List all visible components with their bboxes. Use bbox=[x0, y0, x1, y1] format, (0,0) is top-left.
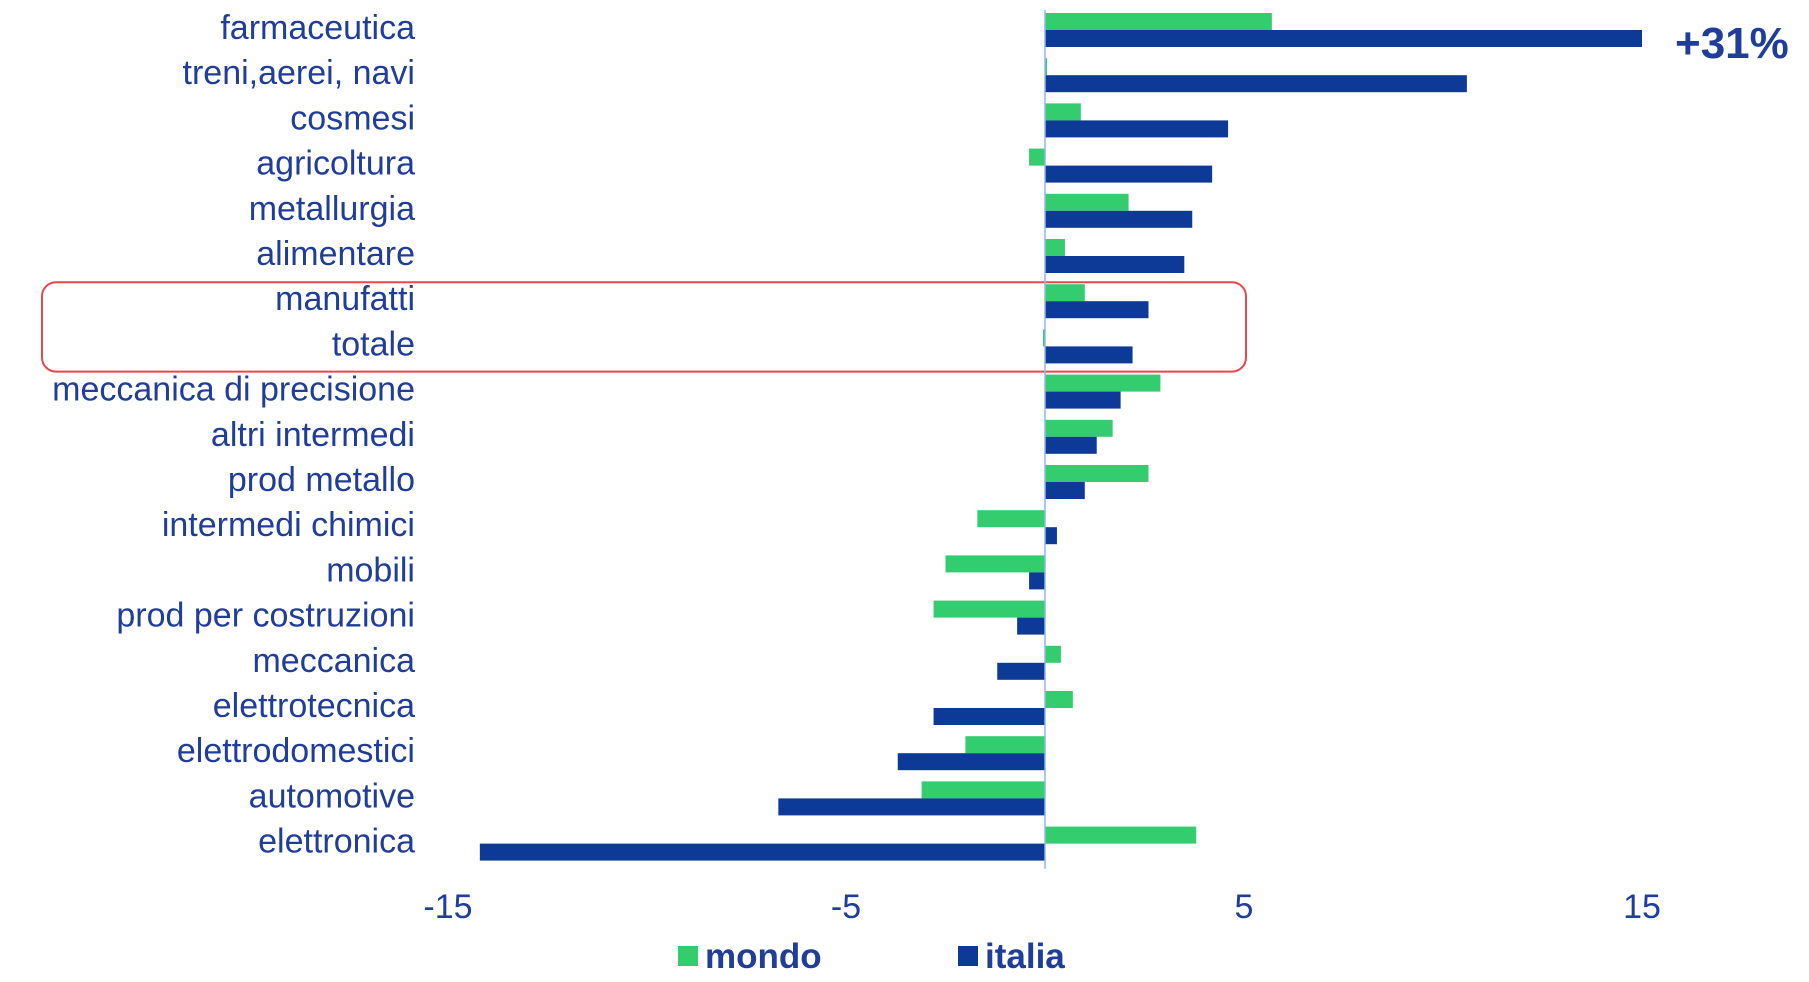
legend-label-mondo: mondo bbox=[705, 937, 822, 976]
bar-italia-elettrotecnica bbox=[933, 708, 1045, 725]
bar-italia-meccanica-di-precisione bbox=[1045, 391, 1121, 409]
bar-italia-elettrodomestici bbox=[897, 753, 1045, 771]
category-label-automotive: automotive bbox=[249, 777, 415, 815]
bar-italia-alimentare bbox=[1045, 256, 1185, 273]
x-tick-label: 5 bbox=[1235, 888, 1254, 926]
category-label-manufatti: manufatti bbox=[275, 280, 415, 318]
category-label-elettronica: elettronica bbox=[258, 823, 415, 861]
category-label-treni-aerei-navi: treni,aerei, navi bbox=[183, 54, 415, 92]
bar-mondo-alimentare bbox=[1045, 239, 1065, 256]
bar-mondo-prod-metallo bbox=[1045, 465, 1149, 482]
bar-mondo-meccanica-di-precisione bbox=[1045, 374, 1161, 392]
bar-italia-mobili bbox=[1029, 572, 1045, 590]
legend: mondo italia bbox=[678, 937, 1065, 976]
category-label-metallurgia: metallurgia bbox=[249, 190, 415, 228]
category-label-cosmesi: cosmesi bbox=[290, 99, 415, 137]
bar-italia-elettronica bbox=[479, 843, 1046, 861]
bar-italia-manufatti bbox=[1045, 301, 1149, 319]
bar-mondo-elettrotecnica bbox=[1045, 691, 1073, 708]
category-label-prod-metallo: prod metallo bbox=[228, 461, 415, 499]
bar-italia-meccanica bbox=[997, 662, 1045, 680]
category-label-meccanica: meccanica bbox=[252, 642, 415, 680]
bar-mondo-mobili bbox=[945, 555, 1045, 573]
category-label-mobili: mobili bbox=[326, 551, 415, 589]
annotation-label: +31% bbox=[1675, 19, 1789, 68]
bar-italia-prod-metallo bbox=[1045, 482, 1085, 499]
category-label-prod-per-costruzioni: prod per costruzioni bbox=[116, 597, 415, 635]
category-labels: farmaceutica treni,aerei, navi cosmesi agri… bbox=[52, 9, 415, 861]
bar-mondo-elettrodomestici bbox=[965, 736, 1045, 754]
category-label-farmaceutica: farmaceutica bbox=[220, 9, 415, 47]
category-label-elettrotecnica: elettrotecnica bbox=[213, 687, 415, 725]
bar-mondo-manufatti bbox=[1045, 284, 1085, 302]
bar-mondo-totale bbox=[1043, 329, 1045, 347]
bar-mondo-farmaceutica bbox=[1045, 13, 1272, 30]
highlight-box bbox=[41, 281, 1247, 373]
legend-swatch-italia bbox=[958, 946, 978, 966]
bar-mondo-intermedi-chimici bbox=[977, 510, 1045, 528]
bar-italia-metallurgia bbox=[1045, 210, 1193, 228]
bar-italia-cosmesi bbox=[1045, 120, 1229, 138]
x-tick-label: -5 bbox=[831, 888, 861, 926]
category-label-alimentare: alimentare bbox=[256, 235, 415, 273]
bar-mondo-elettronica bbox=[1045, 826, 1197, 844]
legend-label-italia: italia bbox=[985, 937, 1065, 976]
category-label-altri-intermedi: altri intermedi bbox=[211, 416, 415, 454]
bar-italia-intermedi-chimici bbox=[1045, 527, 1057, 545]
bar-italia-altri-intermedi bbox=[1045, 436, 1097, 454]
bar-mondo-cosmesi bbox=[1045, 103, 1081, 121]
bar-mondo-meccanica bbox=[1045, 645, 1061, 663]
bar-mondo-treni-aerei-navi bbox=[1045, 58, 1047, 76]
bar-italia-totale bbox=[1045, 346, 1133, 364]
highlight-layer bbox=[41, 281, 1247, 373]
category-label-totale: totale bbox=[332, 325, 415, 363]
bar-mondo-altri-intermedi bbox=[1045, 419, 1113, 437]
bar-mondo-metallurgia bbox=[1045, 193, 1129, 211]
category-label-agricoltura: agricoltura bbox=[256, 145, 415, 183]
x-axis-tick-labels: -15 -5 5 15 bbox=[423, 888, 1660, 926]
x-tick-label: -15 bbox=[423, 888, 472, 926]
bar-mondo-prod-per-costruzioni bbox=[933, 600, 1045, 618]
bar-italia-farmaceutica bbox=[1045, 30, 1642, 47]
category-label-intermedi-chimici: intermedi chimici bbox=[162, 506, 415, 544]
bar-mondo-automotive bbox=[921, 781, 1045, 799]
bar-italia-treni-aerei-navi bbox=[1045, 75, 1467, 93]
x-tick-label: 15 bbox=[1623, 888, 1661, 926]
bars-layer bbox=[479, 13, 1642, 861]
category-label-elettrodomestici: elettrodomestici bbox=[177, 732, 415, 770]
legend-swatch-mondo bbox=[678, 946, 698, 966]
bar-italia-prod-per-costruzioni bbox=[1017, 617, 1045, 635]
bar-italia-automotive bbox=[778, 798, 1045, 816]
bar-mondo-agricoltura bbox=[1029, 148, 1045, 166]
category-label-meccanica-di-precisione: meccanica di precisione bbox=[52, 371, 415, 409]
bar-italia-agricoltura bbox=[1045, 165, 1213, 183]
